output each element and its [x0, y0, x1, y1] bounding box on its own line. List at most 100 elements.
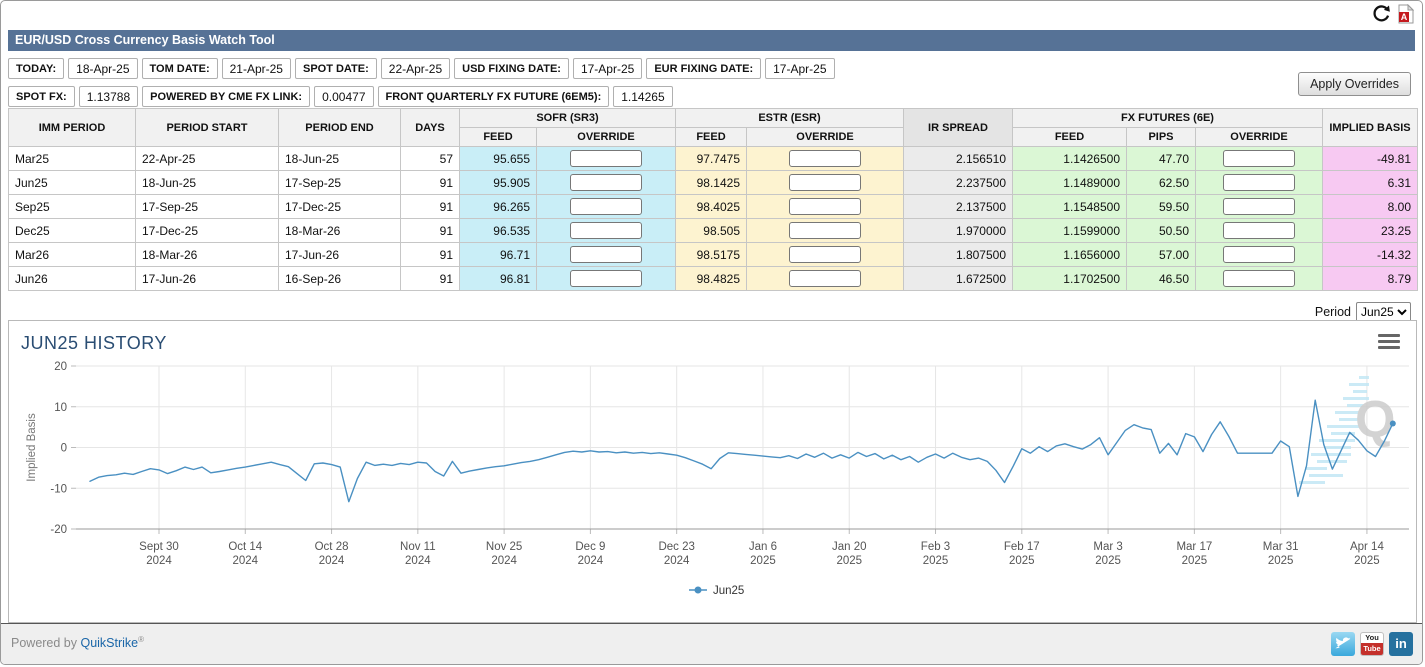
fx-pips-cell: 47.70 — [1126, 146, 1196, 171]
fx-override-input[interactable] — [1223, 222, 1295, 239]
estr-override-cell — [746, 242, 904, 267]
sofr-override-input[interactable] — [570, 150, 642, 167]
estr-override-input[interactable] — [789, 222, 861, 239]
sofr-override-cell — [536, 218, 676, 243]
estr-override-input[interactable] — [789, 270, 861, 287]
col-header-ir-spread: IR SPREAD — [903, 108, 1013, 147]
spot-info-value: 1.13788 — [78, 86, 139, 107]
y-tick-label: -20 — [50, 524, 67, 536]
youtube-icon[interactable]: You Tube — [1360, 632, 1384, 656]
sofr-override-input[interactable] — [570, 270, 642, 287]
spot-info-label: POWERED BY CME FX LINK: — [142, 86, 311, 107]
date-info-label: SPOT DATE: — [294, 58, 377, 79]
date-info-value: 17-Apr-25 — [765, 58, 835, 79]
implied-basis-cell: -14.32 — [1322, 242, 1418, 267]
estr-override-input[interactable] — [789, 198, 861, 215]
implied-basis-cell: 6.31 — [1322, 170, 1418, 195]
estr-override-input[interactable] — [789, 174, 861, 191]
ir-spread-cell: 1.970000 — [903, 218, 1013, 243]
fx-feed-cell: 1.1702500 — [1012, 266, 1127, 291]
x-tick-label: Apr 14 2025 — [1350, 541, 1384, 567]
fx-feed-cell: 1.1548500 — [1012, 194, 1127, 219]
sofr-override-input[interactable] — [570, 222, 642, 239]
fx-override-input[interactable] — [1223, 150, 1295, 167]
spot-info-label: FRONT QUARTERLY FX FUTURE (6EM5): — [377, 86, 610, 107]
date-info-label: TOM DATE: — [141, 58, 218, 79]
period-start-cell: 22-Apr-25 — [135, 146, 279, 171]
period-end-cell: 17-Dec-25 — [278, 194, 401, 219]
x-tick-label: Nov 11 2024 — [400, 541, 436, 567]
sofr-override-input[interactable] — [570, 198, 642, 215]
period-start-cell: 17-Sep-25 — [135, 194, 279, 219]
watermark-stripe — [1327, 425, 1361, 428]
col-header-days: DAYS — [400, 108, 460, 147]
sofr-override-input[interactable] — [570, 246, 642, 263]
refresh-icon[interactable] — [1372, 4, 1391, 28]
period-select[interactable]: Jun25 — [1356, 302, 1411, 322]
col-header-imm-period: IMM PERIOD — [8, 108, 136, 147]
estr-feed-cell: 98.1425 — [675, 170, 747, 195]
svg-text:A: A — [1401, 12, 1408, 22]
sub-header-sofr-override: OVERRIDE — [536, 127, 676, 147]
watermark-stripe — [1299, 481, 1325, 484]
imm-period-cell: Jun26 — [8, 266, 136, 291]
watermark-stripe — [1319, 439, 1355, 442]
legend-marker — [694, 586, 702, 594]
twitter-icon[interactable] — [1331, 632, 1355, 656]
estr-override-input[interactable] — [789, 246, 861, 263]
pdf-export-icon[interactable]: A — [1398, 3, 1415, 29]
estr-override-cell — [746, 146, 904, 171]
x-tick-label: Mar 31 2025 — [1263, 541, 1299, 567]
fx-override-cell — [1195, 242, 1323, 267]
linkedin-icon[interactable]: in — [1389, 632, 1413, 656]
fx-override-cell — [1195, 170, 1323, 195]
fx-feed-cell: 1.1599000 — [1012, 218, 1127, 243]
chart-menu-icon[interactable] — [1378, 334, 1400, 352]
watermark-stripe — [1353, 390, 1367, 393]
apply-overrides-button[interactable]: Apply Overrides — [1298, 72, 1411, 96]
sofr-override-input[interactable] — [570, 174, 642, 191]
estr-feed-cell: 98.4825 — [675, 266, 747, 291]
fx-feed-cell: 1.1426500 — [1012, 146, 1127, 171]
page-title: EUR/USD Cross Currency Basis Watch Tool — [8, 30, 1415, 51]
y-tick-label: 20 — [54, 361, 67, 373]
sofr-feed-cell: 96.81 — [459, 266, 537, 291]
group-header-sofr: SOFR (SR3) — [459, 108, 676, 128]
table-head: IMM PERIOD PERIOD START PERIOD END DAYS SOFR… — [8, 108, 1418, 147]
days-cell: 91 — [400, 218, 460, 243]
days-cell: 91 — [400, 242, 460, 267]
powered-by-prefix: Powered by — [11, 636, 81, 651]
x-tick-label: Sept 30 2024 — [139, 541, 179, 567]
sofr-feed-cell: 96.71 — [459, 242, 537, 267]
sub-header-fx-override: OVERRIDE — [1195, 127, 1323, 147]
estr-feed-cell: 97.7475 — [675, 146, 747, 171]
sofr-override-cell — [536, 242, 676, 267]
fx-override-input[interactable] — [1223, 270, 1295, 287]
y-axis-title: Implied Basis — [26, 413, 38, 482]
period-end-cell: 16-Sep-26 — [278, 266, 401, 291]
fx-override-input[interactable] — [1223, 174, 1295, 191]
fx-override-input[interactable] — [1223, 198, 1295, 215]
powered-by: Powered by QuikStrike® — [11, 635, 144, 650]
ir-spread-cell: 1.807500 — [903, 242, 1013, 267]
x-tick-label: Feb 3 2025 — [921, 541, 950, 567]
y-tick-label: 10 — [54, 402, 67, 414]
spot-info-value: 0.00477 — [314, 86, 374, 107]
sub-header-fx-pips: PIPS — [1126, 127, 1196, 147]
fx-override-input[interactable] — [1223, 246, 1295, 263]
chart-title: JUN25 HISTORY — [21, 333, 167, 353]
period-start-cell: 18-Jun-25 — [135, 170, 279, 195]
estr-override-input[interactable] — [789, 150, 861, 167]
quikstrike-link[interactable]: QuikStrike — [80, 636, 139, 651]
watermark: Q — [1299, 376, 1395, 484]
watermark-stripe — [1325, 446, 1351, 449]
watermark-q: Q — [1355, 391, 1395, 449]
period-end-cell: 18-Jun-25 — [278, 146, 401, 171]
chart-legend[interactable]: Jun25 — [689, 585, 744, 597]
implied-basis-cell: -49.81 — [1322, 146, 1418, 171]
watermark-stripe — [1305, 467, 1327, 470]
sofr-override-cell — [536, 170, 676, 195]
x-tick-label: Mar 3 2025 — [1093, 541, 1122, 567]
spot-info-value: 1.14265 — [613, 86, 673, 107]
table-header-row-groups: IMM PERIOD PERIOD START PERIOD END DAYS SOFR… — [8, 108, 1418, 147]
